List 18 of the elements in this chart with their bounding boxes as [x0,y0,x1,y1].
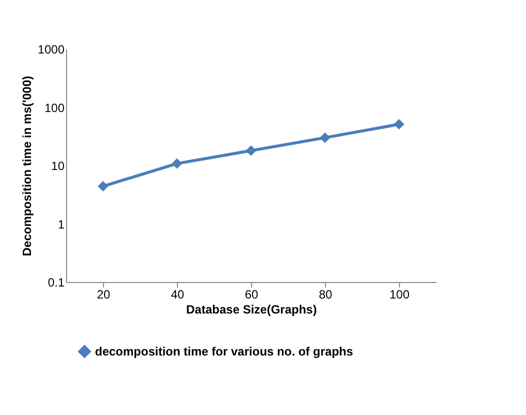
point [246,145,256,156]
x-tick-label: 80 [318,288,332,302]
point [320,132,330,143]
y-tick-label: 1000 [38,42,65,56]
y-axis-title: Decomposition time in ms('000) [20,76,34,256]
x-tick-label: 20 [96,288,110,302]
y-tick-label: 1 [58,217,65,232]
y-tick-label: 0.1 [48,276,65,290]
y-tick-label: 10 [51,159,65,173]
legend-label: decomposition time for various no. of graphs [95,344,354,358]
x-tick-label: 100 [389,288,410,302]
point [394,119,404,130]
x-tick-label: 40 [170,288,184,302]
y-tick-label: 100 [44,100,65,115]
x-axis-title: Database Size(Graphs) [186,302,317,316]
point [172,158,182,169]
point [98,181,108,192]
x-tick-label: 60 [244,288,258,302]
